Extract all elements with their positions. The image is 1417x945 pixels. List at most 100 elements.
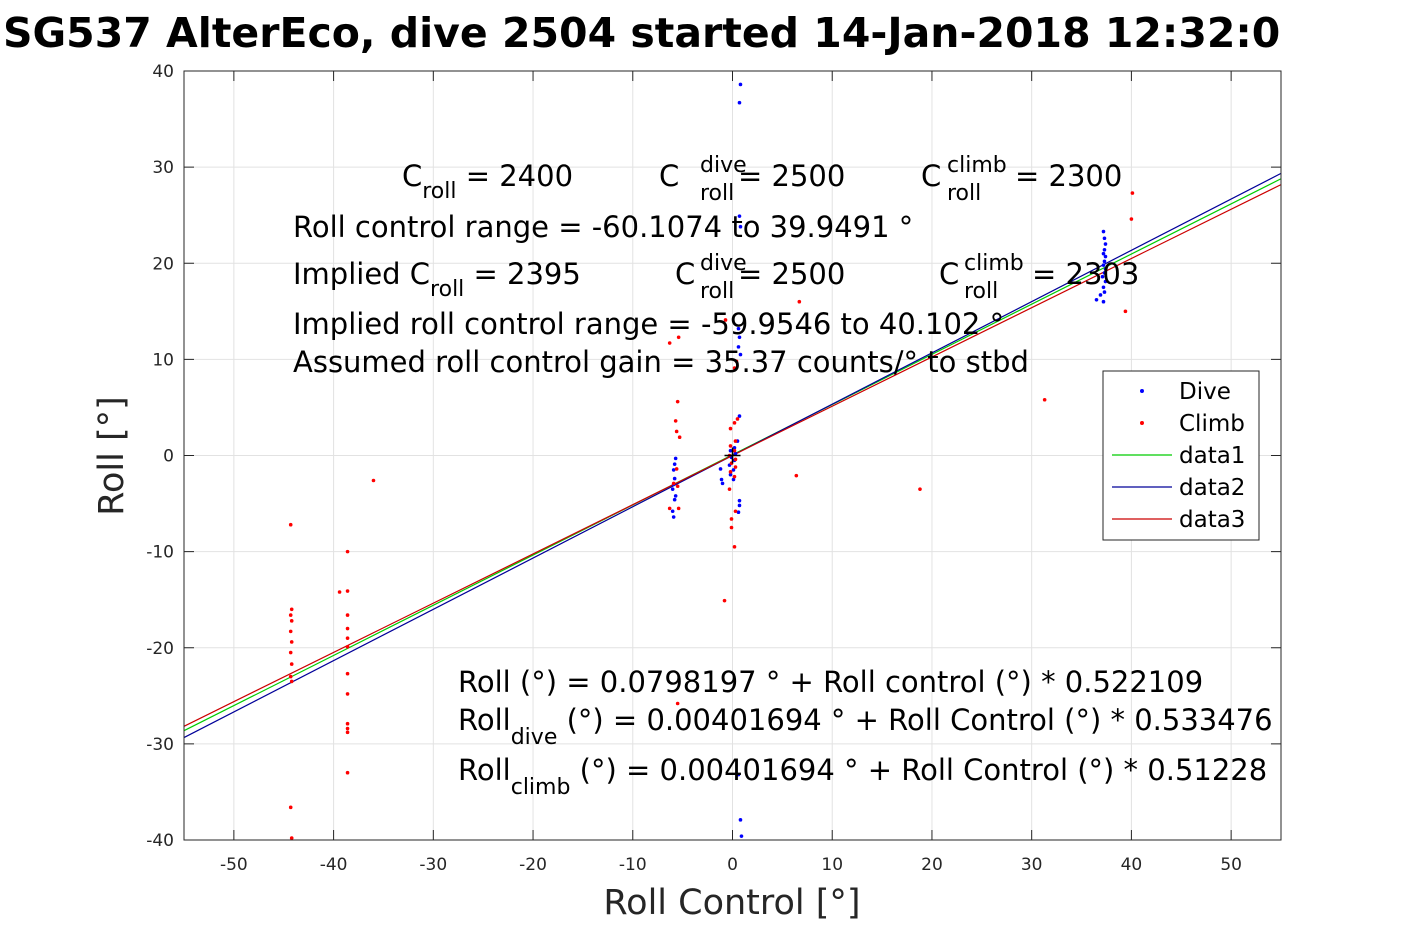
climb-point	[288, 650, 293, 655]
climb-point	[732, 474, 737, 479]
dive-point	[720, 481, 725, 486]
legend-label: Climb	[1179, 411, 1245, 437]
annotation-roll-control-gain: Assumed roll control gain = 35.37 counts…	[293, 345, 1029, 379]
climb-point	[345, 589, 350, 593]
dive-point	[738, 82, 743, 87]
climb-point	[675, 701, 680, 706]
dive-point	[670, 487, 675, 491]
svg-text:C: C	[659, 159, 679, 193]
climb-point	[345, 692, 350, 696]
climb-point	[345, 613, 350, 617]
x-tick-label: 0	[727, 855, 738, 875]
svg-text:roll: roll	[700, 279, 734, 304]
svg-text:roll: roll	[947, 181, 981, 206]
climb-point	[733, 509, 738, 514]
climb-point	[289, 619, 294, 623]
climb-point	[674, 467, 679, 471]
x-tick-label: 50	[1220, 855, 1242, 875]
dive-point	[671, 515, 676, 519]
dive-point	[718, 467, 723, 471]
dive-point	[1103, 242, 1108, 246]
svg-text:C: C	[675, 257, 695, 291]
annotation-c-roll-climb: C climb roll = 2300	[921, 153, 1122, 206]
climb-point	[345, 721, 350, 726]
climb-point	[371, 478, 376, 483]
climb-point	[732, 448, 737, 453]
climb-point	[729, 525, 734, 530]
dive-point	[672, 476, 677, 481]
svg-text:climb: climb	[947, 153, 1007, 178]
climb-point	[728, 470, 733, 474]
x-axis-ticks: -50 -40 -30 -20 -10 0 10 20 30 40 50	[220, 71, 1242, 875]
origin-plus-marker	[724, 447, 741, 464]
climb-point	[345, 730, 350, 735]
climb-point	[1042, 397, 1047, 402]
climb-point	[667, 341, 672, 345]
climb-point	[345, 549, 350, 554]
annotation-c-roll-dive: C dive roll = 2500	[659, 153, 845, 206]
dive-point	[737, 100, 742, 105]
x-tick-label: -30	[419, 855, 447, 875]
dive-point	[1102, 247, 1107, 252]
dive-point	[670, 509, 675, 514]
svg-text:Croll = 2400: Croll = 2400	[402, 159, 573, 204]
y-tick-label: -20	[146, 639, 174, 659]
climb-point	[732, 366, 737, 370]
dive-point	[1103, 254, 1108, 259]
dive-point	[1103, 279, 1108, 284]
y-tick-label: 10	[152, 350, 174, 370]
x-tick-label: -50	[220, 855, 248, 875]
legend-items: Dive Climb data1 data2 data3	[1112, 379, 1245, 533]
dive-point	[737, 414, 742, 418]
climb-point	[288, 613, 293, 617]
climb-point	[289, 640, 294, 644]
dive-point	[1100, 274, 1105, 279]
climb-point	[1130, 191, 1135, 195]
dive-point	[1102, 290, 1107, 294]
svg-text:C: C	[921, 159, 941, 193]
svg-text:= 2303: = 2303	[1032, 257, 1139, 291]
data-points	[288, 82, 1135, 840]
dive-point	[731, 468, 736, 472]
climb-point	[918, 487, 922, 491]
climb-point	[345, 626, 350, 631]
x-tick-label: -40	[320, 855, 348, 875]
x-axis-label: Roll Control [°]	[603, 883, 860, 923]
climb-point	[735, 417, 740, 421]
dive-point	[732, 446, 737, 450]
y-tick-label: 30	[152, 158, 174, 178]
svg-text:= 2500: = 2500	[738, 159, 845, 193]
climb-point	[728, 444, 733, 448]
climb-point	[345, 726, 350, 731]
x-tick-label: 30	[1021, 855, 1043, 875]
dive-point	[737, 214, 742, 218]
annotation-implied-roll-control-range: Implied roll control range = -59.9546 to…	[293, 307, 1004, 341]
dive-point	[1101, 299, 1106, 304]
climb-point	[734, 359, 739, 364]
climb-point	[675, 484, 680, 489]
climb-point	[288, 674, 293, 679]
climb-point	[729, 517, 734, 521]
climb-point	[289, 836, 294, 840]
climb-point	[733, 439, 738, 443]
legend-label: data3	[1179, 507, 1245, 533]
legend-marker-dive	[1140, 389, 1144, 393]
climb-point	[733, 465, 738, 469]
dive-point	[1102, 236, 1107, 241]
svg-text:= 2300: = 2300	[1015, 159, 1122, 193]
dive-point	[1094, 297, 1099, 302]
dive-point	[673, 456, 678, 461]
x-tick-label: -10	[619, 855, 647, 875]
climb-point	[676, 335, 681, 340]
annotation-fit-climb: Rollclimb (°) = 0.00401694 ° + Roll Cont…	[458, 753, 1267, 800]
climb-point	[673, 419, 678, 423]
dive-point	[737, 503, 742, 508]
dive-point	[1101, 251, 1106, 256]
dive-point	[673, 494, 678, 498]
chart-title: SG537 AlterEco, dive 2504 started 14-Jan…	[3, 9, 1280, 57]
y-axis-label: Roll [°]	[92, 396, 132, 516]
dive-point	[738, 352, 743, 357]
climb-point	[289, 662, 294, 666]
dive-point	[1102, 259, 1107, 264]
